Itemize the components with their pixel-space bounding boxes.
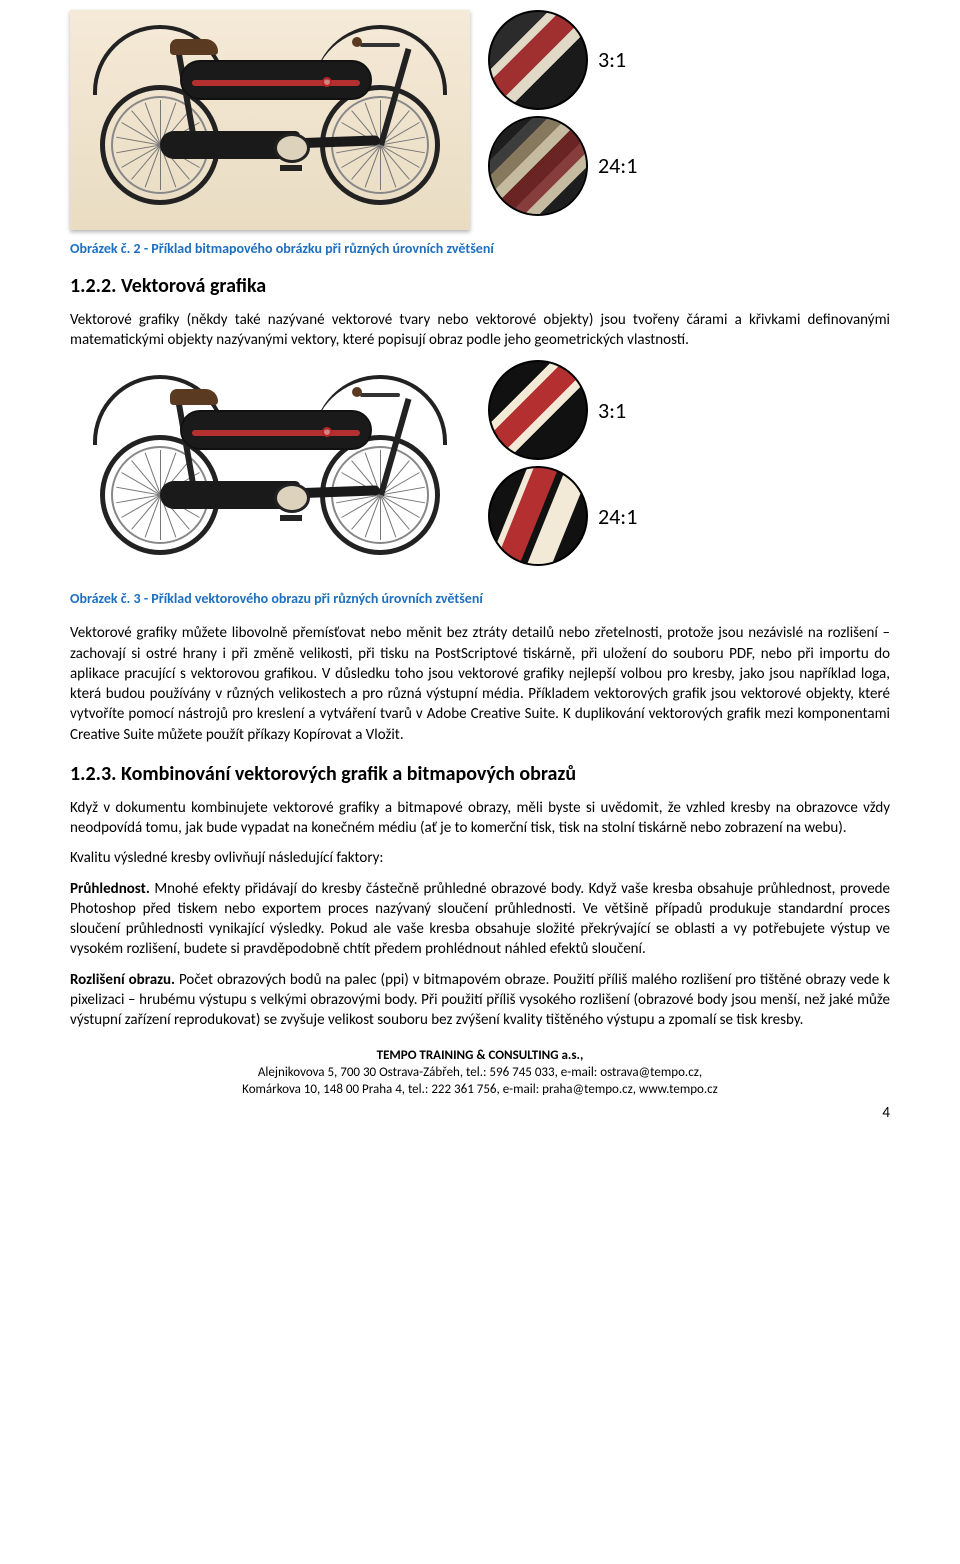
term-label: Průhlednost. [70,880,150,898]
body-paragraph: Průhlednost. Mnohé efekty přidávají do k… [70,879,890,960]
ratio-label: 24:1 [598,502,637,532]
term-text: Mnohé efekty přidávají do kresby částečn… [70,880,890,959]
figure-vector: 3:1 24:1 [70,360,890,580]
body-paragraph: Vektorové grafiky (někdy také nazývané v… [70,310,890,351]
bicycle-glyph [90,375,450,565]
vector-zoom-24-1 [488,466,588,566]
term-text: Počet obrazových bodů na palec (ppi) v b… [70,971,890,1030]
figure-caption: Obrázek č. 3 - Příklad vektorového obraz… [70,590,890,609]
body-paragraph: Když v dokumentu kombinujete vektorové g… [70,798,890,839]
ratio-label: 24:1 [598,151,637,181]
page-number: 4 [70,1103,890,1123]
footer-line: Alejnikovova 5, 700 30 Ostrava-Zábřeh, t… [70,1065,890,1082]
bitmap-detail-column: 3:1 24:1 [488,10,637,216]
vector-main-illustration [70,360,470,580]
bitmap-main-illustration [70,10,470,230]
ratio-label: 3:1 [598,396,626,426]
figure-caption: Obrázek č. 2 - Příklad bitmapového obráz… [70,240,890,259]
section-heading-122: 1.2.2. Vektorová grafika [70,273,890,300]
bitmap-zoom-24-1 [488,116,588,216]
bitmap-zoom-3-1 [488,10,588,110]
figure-bitmap: 3:1 24:1 [70,10,890,230]
ratio-label: 3:1 [598,45,626,75]
page-footer: TEMPO TRAINING & CONSULTING a.s., Alejni… [70,1048,890,1099]
term-label: Rozlišení obrazu. [70,971,175,989]
bicycle-glyph [90,25,450,215]
vector-zoom-3-1 [488,360,588,460]
footer-line: Komárkova 10, 148 00 Praha 4, tel.: 222 … [70,1082,890,1099]
section-heading-123: 1.2.3. Kombinování vektorových grafik a … [70,761,890,788]
body-paragraph: Vektorové grafiky můžete libovolně přemí… [70,623,890,745]
body-paragraph: Kvalitu výsledné kresby ovlivňují násled… [70,848,890,868]
body-paragraph: Rozlišení obrazu. Počet obrazových bodů … [70,970,890,1031]
vector-detail-column: 3:1 24:1 [488,360,637,566]
footer-line: TEMPO TRAINING & CONSULTING a.s., [70,1048,890,1065]
